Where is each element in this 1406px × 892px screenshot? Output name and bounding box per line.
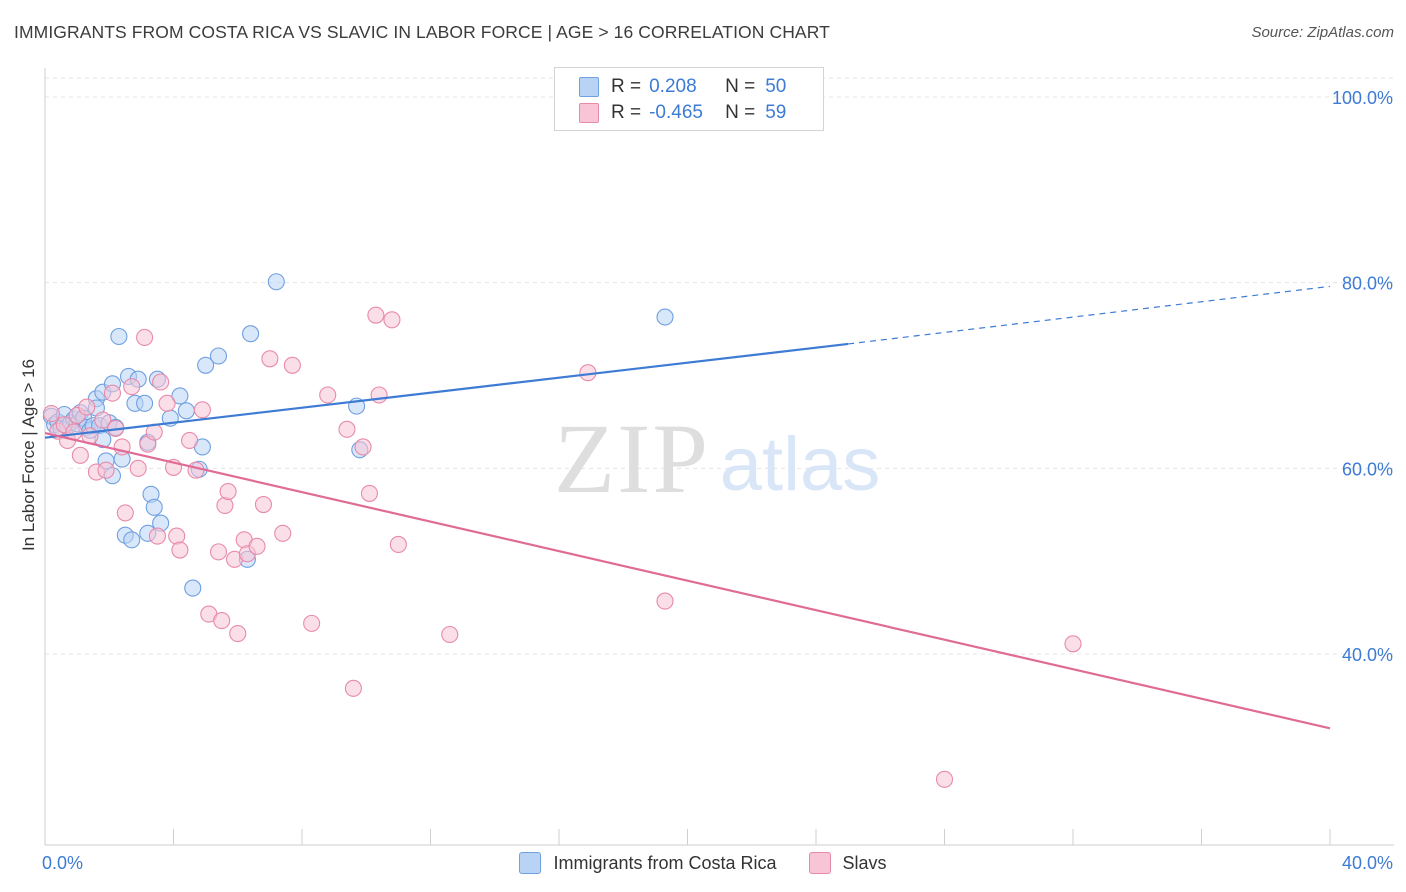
- costa-rica-point: [242, 325, 260, 343]
- legend-swatch-slavs: [808, 852, 831, 874]
- slavs-point: [78, 398, 96, 416]
- legend-r-label: R =: [611, 76, 642, 97]
- legend-n-value: 50: [765, 76, 787, 97]
- legend-swatch-slavs: [579, 103, 599, 123]
- slavs-point: [441, 625, 459, 644]
- tick-labels: 40.0% 60.0% 80.0% 100.0% 0.0% 40.0%: [42, 88, 1393, 873]
- chart-title: IMMIGRANTS FROM COSTA RICA VS SLAVIC IN …: [14, 22, 830, 42]
- slavs-point: [103, 384, 122, 402]
- slavs-point: [219, 482, 237, 501]
- slavs-point: [254, 495, 273, 514]
- correlation-legend: R = 0.208 N = 50 R = -0.465 N = 59: [554, 67, 824, 131]
- slavs-point: [97, 461, 115, 479]
- y-tick-label: 60.0%: [1342, 459, 1393, 479]
- slavs-point: [338, 420, 356, 438]
- slavs-point: [213, 612, 231, 630]
- slavs-point: [656, 592, 674, 610]
- legend-n-label: N =: [725, 76, 756, 97]
- legend-label-costa-rica: Immigrants from Costa Rica: [553, 852, 777, 873]
- x-tick-label: 40.0%: [1342, 853, 1393, 873]
- slavs-point: [193, 401, 211, 419]
- y-tick-label: 80.0%: [1342, 274, 1393, 294]
- costa-rica-point: [177, 402, 195, 420]
- watermark-zip: ZIP: [554, 403, 710, 514]
- costa-rica-point: [184, 579, 202, 597]
- slavs-point: [187, 461, 205, 479]
- slavs-point: [181, 431, 199, 450]
- costa-rica-point: [145, 498, 163, 516]
- slavs-point: [935, 770, 954, 788]
- slavs-point: [168, 527, 186, 545]
- legend-n-label: N =: [725, 102, 756, 123]
- data-points: [42, 273, 1082, 788]
- slavs-point: [283, 356, 301, 374]
- slavs-point: [116, 504, 134, 522]
- y-tick-label: 100.0%: [1332, 88, 1393, 108]
- slavs-point: [148, 527, 166, 545]
- x-tick-label: 0.0%: [42, 853, 83, 873]
- y-tick-label: 40.0%: [1342, 645, 1393, 665]
- legend-r-value: 0.208: [649, 76, 697, 97]
- slavs-point: [360, 484, 379, 502]
- legend-r-value: -0.465: [649, 102, 703, 123]
- legend-label-slavs: Slavs: [842, 852, 887, 873]
- legend-r-label: R =: [611, 102, 642, 123]
- costa-rica-point: [110, 327, 128, 346]
- costa-rica-point: [123, 531, 141, 549]
- legend-swatch-costa-rica: [519, 852, 542, 874]
- legend-row-slavs: R = -0.465 N = 59: [579, 101, 786, 125]
- slavs-point: [158, 394, 176, 412]
- trend-lines: [44, 285, 1331, 730]
- slavs-point: [370, 386, 388, 404]
- costa-rica-trend-line: [44, 342, 849, 439]
- costa-rica-point: [656, 308, 674, 326]
- costa-rica-point: [136, 394, 154, 412]
- slavs-point: [123, 378, 141, 396]
- legend-item-slavs: Slavs: [808, 852, 887, 874]
- slavs-point: [303, 614, 321, 632]
- slavs-point: [209, 543, 228, 561]
- slavs-point: [248, 537, 266, 555]
- slavs-point: [274, 524, 292, 542]
- costa-rica-point: [171, 387, 189, 405]
- legend-swatch-costa-rica: [579, 77, 599, 97]
- slavs-point: [71, 446, 89, 464]
- slavs-point: [152, 373, 170, 391]
- costa-rica-point: [267, 273, 285, 291]
- costa-rica-trend-line-extension: [848, 285, 1331, 345]
- slavs-point: [229, 625, 247, 643]
- legend-n-value: 59: [765, 102, 787, 123]
- slavs-point: [389, 535, 407, 554]
- watermark-atlas: atlas: [720, 422, 881, 507]
- slavs-point: [1064, 635, 1082, 653]
- slavs-point: [344, 679, 362, 697]
- slavs-point: [261, 350, 279, 368]
- legend-row-costa-rica: R = 0.208 N = 50: [579, 75, 786, 99]
- costa-rica-point: [197, 356, 215, 374]
- source-credit: Source: ZipAtlas.com: [1251, 24, 1394, 41]
- slavs-point: [94, 411, 112, 429]
- slavs-point: [367, 306, 385, 324]
- watermark: ZIP atlas: [554, 403, 880, 514]
- slavs-point: [354, 438, 372, 456]
- slavs-point: [319, 386, 337, 404]
- legend-item-costa-rica: Immigrants from Costa Rica: [519, 852, 777, 874]
- slavs-point: [383, 311, 401, 329]
- costa-rica-point: [209, 347, 228, 365]
- slavs-point: [136, 328, 154, 346]
- series-legend: Immigrants from Costa Rica Slavs: [0, 852, 1406, 874]
- slavs-point: [171, 541, 189, 559]
- slavs-trend-line: [44, 431, 1331, 730]
- axes: [44, 68, 1394, 846]
- slavs-point: [216, 496, 234, 515]
- slavs-point: [42, 405, 60, 423]
- slavs-point: [129, 459, 147, 477]
- y-axis-label: In Labor Force | Age > 16: [19, 359, 38, 551]
